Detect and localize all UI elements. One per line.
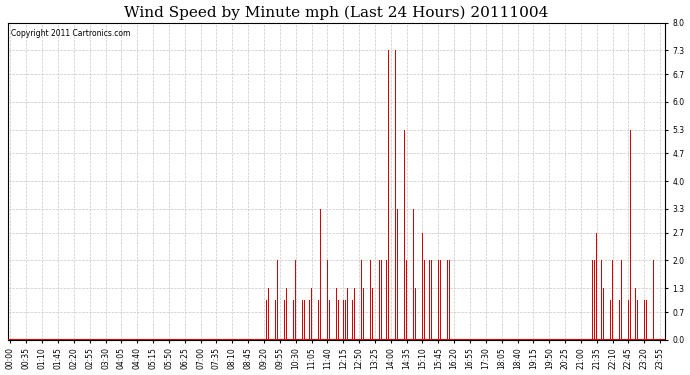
Title: Wind Speed by Minute mph (Last 24 Hours) 20111004: Wind Speed by Minute mph (Last 24 Hours)… <box>124 6 549 20</box>
Text: Copyright 2011 Cartronics.com: Copyright 2011 Cartronics.com <box>12 29 131 38</box>
